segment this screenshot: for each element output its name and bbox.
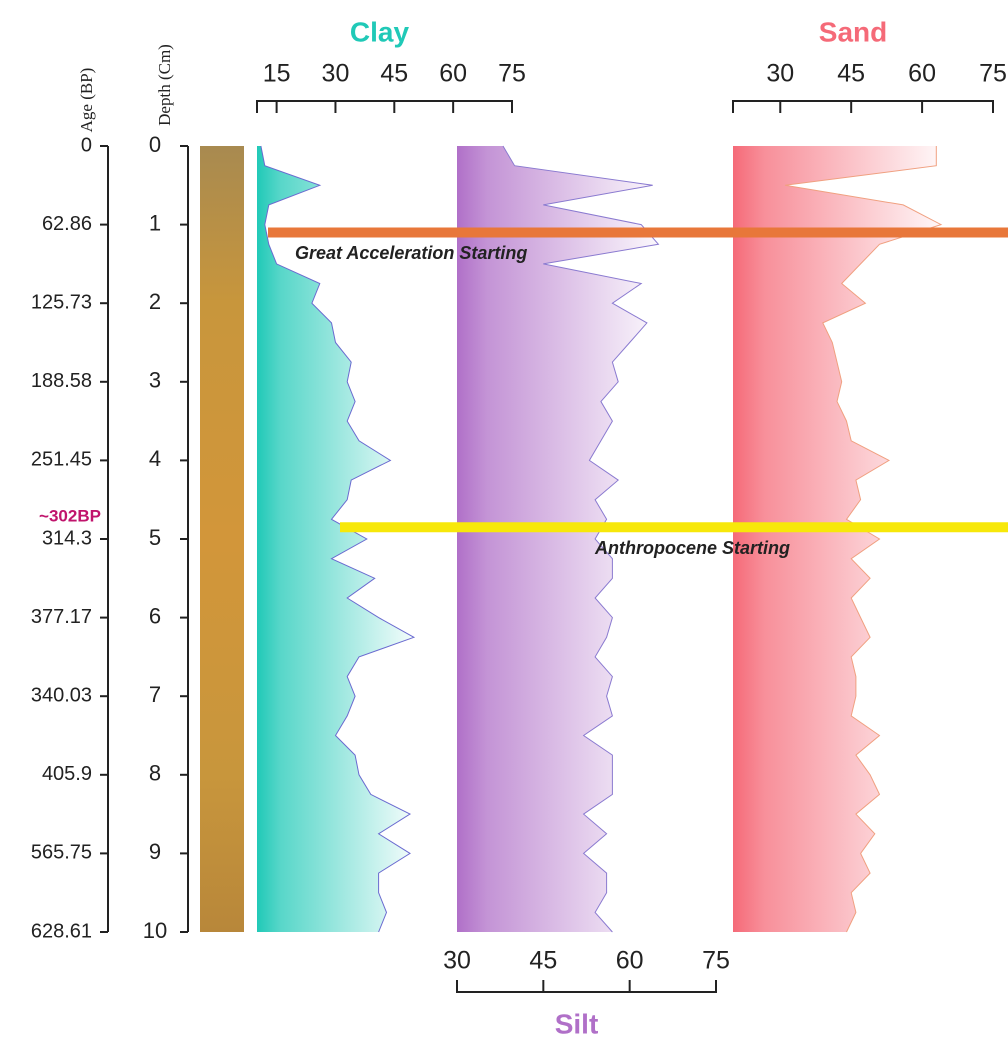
area-fill xyxy=(257,146,414,932)
age-tick-label: 188.58 xyxy=(31,370,92,392)
profile-line xyxy=(260,145,416,933)
x-tick-label: 15 xyxy=(263,60,291,88)
x-tick-label: 60 xyxy=(908,60,936,88)
depth-tick-label: 10 xyxy=(143,918,167,943)
x-tick-label: 60 xyxy=(616,947,644,975)
depth-tick-label: 2 xyxy=(149,289,161,314)
depth-tick-label: 4 xyxy=(149,446,161,471)
age-axis-title: Age (BP) xyxy=(77,68,96,133)
depth-axis-title: Depth (Cm) xyxy=(155,44,174,126)
age-tick-label: 251.45 xyxy=(31,449,92,471)
event-label: Great Acceleration Starting xyxy=(295,243,527,263)
depth-tick-label: 3 xyxy=(149,368,161,393)
x-tick-label: 75 xyxy=(702,947,730,975)
sediment-core xyxy=(200,146,244,932)
age-tick-label: 314.3 xyxy=(42,527,92,549)
age-tick-label: 62.86 xyxy=(42,213,92,235)
panel-title: Clay xyxy=(350,16,410,47)
panel-title: Sand xyxy=(819,16,887,47)
depth-tick-label: 5 xyxy=(149,525,161,550)
x-axis xyxy=(456,980,717,993)
age-tick-label: 628.61 xyxy=(31,920,92,942)
depth-tick-label: 8 xyxy=(149,761,161,786)
area-fill xyxy=(733,146,941,932)
age-tick-label: 565.75 xyxy=(31,842,92,864)
panel-title: Silt xyxy=(555,1008,599,1039)
depth-tick-label: 9 xyxy=(149,839,161,864)
x-axis xyxy=(732,100,994,113)
x-tick-label: 30 xyxy=(322,60,350,88)
x-tick-label: 45 xyxy=(380,60,408,88)
age-annotation: ~302BP xyxy=(39,506,101,525)
area-fill xyxy=(457,146,659,932)
age-tick-label: 405.9 xyxy=(42,763,92,785)
profile-line xyxy=(502,145,660,933)
x-tick-label: 45 xyxy=(529,947,557,975)
x-axis xyxy=(256,100,513,113)
x-tick-label: 30 xyxy=(766,60,794,88)
event-label: Anthropocene Starting xyxy=(594,538,790,558)
age-tick-label: 340.03 xyxy=(31,684,92,706)
x-tick-label: 75 xyxy=(498,60,526,88)
depth-tick-label: 1 xyxy=(149,210,161,235)
profile-line xyxy=(784,146,943,933)
x-tick-label: 30 xyxy=(443,947,471,975)
depth-tick-label: 7 xyxy=(149,682,161,707)
depth-tick-label: 0 xyxy=(149,132,161,157)
age-tick-label: 0 xyxy=(81,134,92,156)
x-tick-label: 75 xyxy=(979,60,1007,88)
depth-tick-label: 6 xyxy=(149,603,161,628)
x-tick-label: 60 xyxy=(439,60,467,88)
x-tick-label: 45 xyxy=(837,60,865,88)
age-tick-label: 377.17 xyxy=(31,606,92,628)
age-tick-label: 125.73 xyxy=(31,291,92,313)
